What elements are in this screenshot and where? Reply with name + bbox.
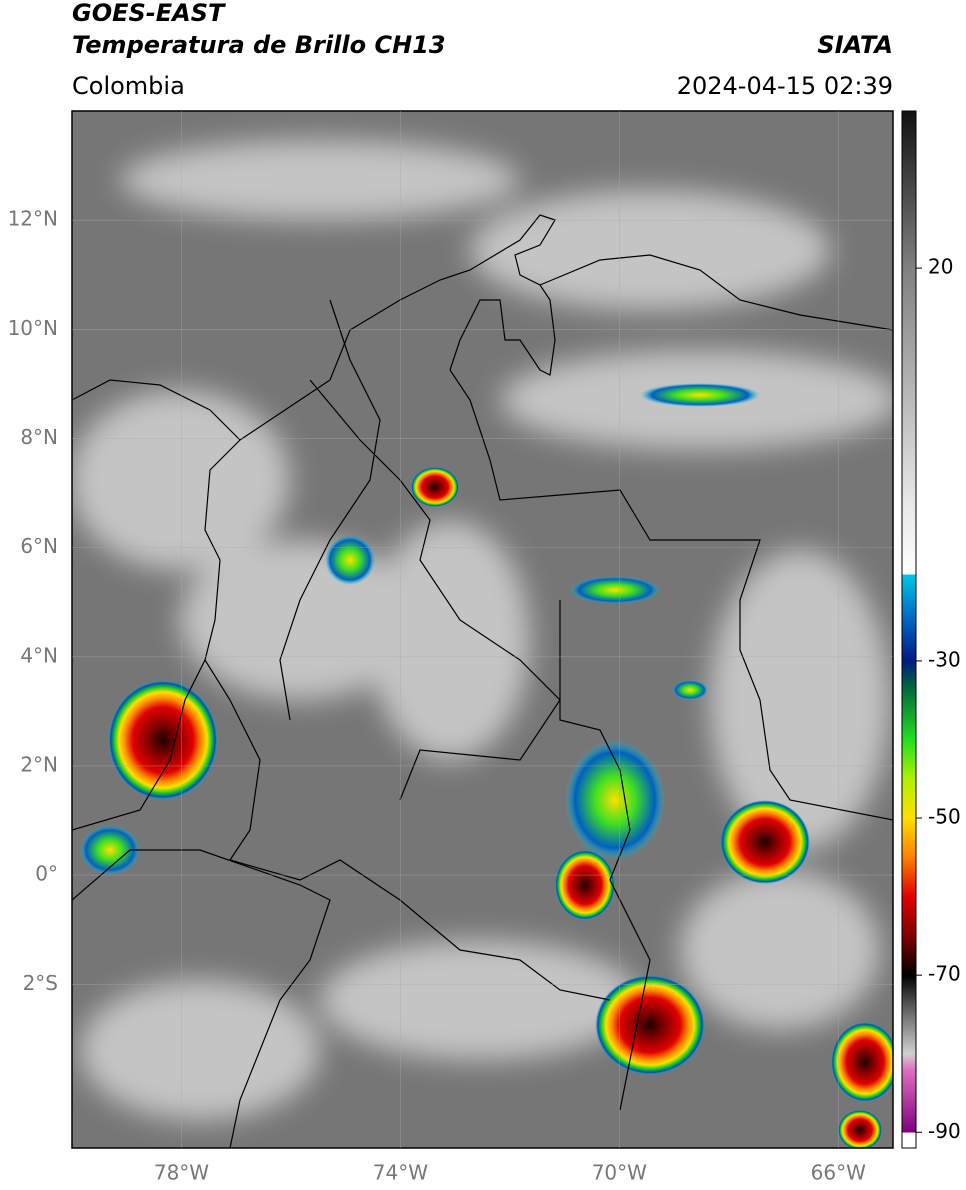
lat-tick-label: 12°N bbox=[8, 207, 58, 231]
colorbar-tick-label: -70 bbox=[928, 962, 961, 986]
region: Colombia bbox=[72, 72, 185, 100]
lat-tick-label: 4°N bbox=[20, 643, 58, 667]
colorbar-tick-label: -50 bbox=[928, 805, 961, 829]
map-frame bbox=[71, 110, 894, 1149]
lat-tick-label: 2°S bbox=[23, 971, 58, 995]
product: Temperatura de Brillo CH13 bbox=[72, 31, 446, 59]
lon-tick-label: 70°W bbox=[592, 1161, 647, 1185]
datetime: 2024-04-15 02:39 bbox=[677, 72, 893, 100]
lon-tick-label: 74°W bbox=[373, 1161, 428, 1185]
colorbar-tick-label: -90 bbox=[928, 1119, 961, 1143]
lat-tick-label: 2°N bbox=[20, 752, 58, 776]
colorbar bbox=[901, 110, 917, 1149]
colorbar-tick-label: 20 bbox=[928, 255, 953, 279]
lon-tick-label: 66°W bbox=[811, 1161, 866, 1185]
lat-tick-label: 6°N bbox=[20, 534, 58, 558]
lat-tick-label: 8°N bbox=[20, 425, 58, 449]
lat-tick-label: 0° bbox=[35, 862, 58, 886]
satellite-image bbox=[72, 111, 893, 1148]
lon-tick-label: 78°W bbox=[154, 1161, 209, 1185]
satellite: GOES-EAST bbox=[72, 0, 226, 27]
lat-tick-label: 10°N bbox=[8, 316, 58, 340]
source: SIATA bbox=[817, 31, 893, 59]
colorbar-tick-label: -30 bbox=[928, 647, 961, 671]
